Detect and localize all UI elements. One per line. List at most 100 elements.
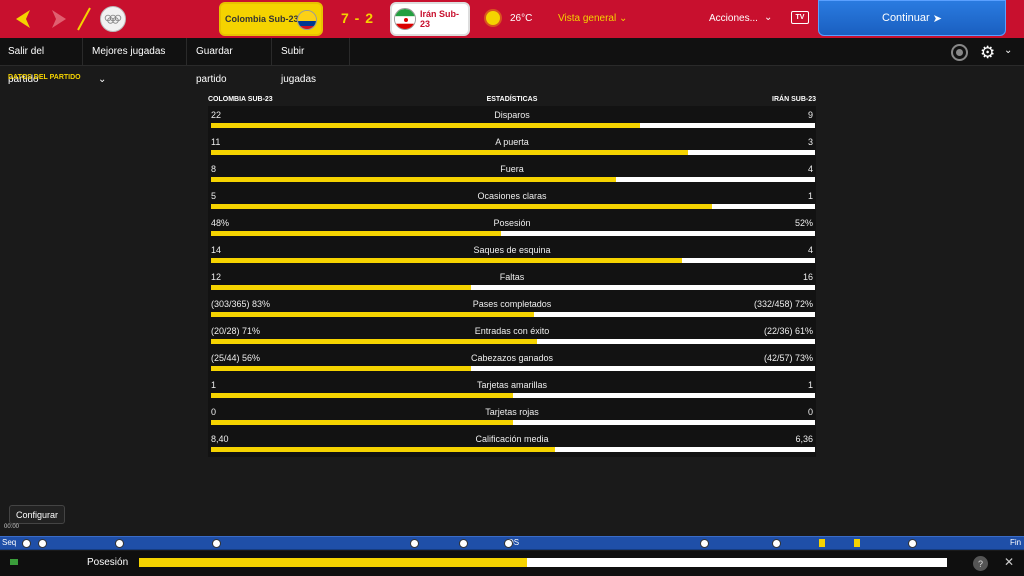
stat-row: 1 Tarjetas amarillas 1 [208, 376, 816, 403]
stat-away-value: 0 [807, 407, 813, 417]
save-match-button[interactable]: Guardar partido [188, 38, 272, 85]
stat-row: 12 Faltas 16 [208, 268, 816, 295]
gear-icon[interactable]: ⚙ [980, 43, 996, 62]
home-team-button[interactable]: Colombia Sub-23 [219, 2, 323, 36]
match-timeline[interactable]: Seq DS Fin [0, 536, 1024, 550]
stat-bar-fill [211, 447, 556, 452]
stat-label: Tarjetas rojas [485, 407, 539, 417]
stat-row: (303/365) 83% Pases completados (332/458) … [208, 295, 816, 322]
timeline-mid-label: DS [508, 538, 520, 547]
goal-ball-icon[interactable] [410, 539, 419, 548]
stat-bar [211, 285, 815, 290]
stat-away-value: 4 [807, 245, 813, 255]
away-team-button[interactable]: Irán Sub-23 [390, 2, 470, 36]
best-plays-menu[interactable]: Mejores jugadas ⌄ [84, 38, 187, 85]
close-icon[interactable]: ✕ [1004, 555, 1015, 569]
configure-button[interactable]: Configurar [9, 505, 65, 524]
possession-bar-fill [139, 558, 527, 567]
stat-away-value: 1 [807, 191, 813, 201]
stat-home-value: 22 [211, 110, 222, 120]
stat-row: 11 A puerta 3 [208, 133, 816, 160]
stat-bar-fill [211, 150, 689, 155]
chevron-down-icon: ⌄ [98, 74, 107, 85]
goal-ball-icon[interactable] [504, 539, 513, 548]
stat-label: Saques de esquina [473, 245, 551, 255]
stat-away-value: 3 [807, 137, 813, 147]
stat-home-value: 5 [211, 191, 217, 201]
stat-bar [211, 231, 815, 236]
goal-ball-icon[interactable] [115, 539, 124, 548]
help-icon[interactable]: ? [973, 556, 988, 571]
yellow-card-icon[interactable] [819, 539, 825, 547]
stat-row: 48% Posesión 52% [208, 214, 816, 241]
stat-home-value: (25/44) 56% [211, 353, 261, 363]
stat-bar-fill [211, 231, 501, 236]
stat-label: Fuera [500, 164, 524, 174]
stat-away-value: (22/36) 61% [763, 326, 813, 336]
stat-label: Ocasiones claras [477, 191, 547, 201]
away-team-header: IRÁN SUB-23 [772, 96, 816, 103]
sun-icon [486, 11, 500, 25]
stat-label: Calificación media [475, 434, 549, 444]
stat-label: Faltas [499, 272, 525, 282]
goal-ball-icon[interactable] [38, 539, 47, 548]
possession-bar [139, 558, 947, 567]
separator-slash-icon [77, 7, 91, 31]
possession-label: Posesión [87, 557, 129, 568]
stat-bar [211, 204, 815, 209]
match-time: 00:00 [4, 524, 20, 530]
camera-icon[interactable] [10, 559, 18, 565]
timeline-end-label: Fin [1010, 538, 1022, 547]
stat-home-value: (20/28) 71% [211, 326, 261, 336]
upload-plays-button[interactable]: Subir jugadas [273, 38, 350, 85]
stat-away-value: 6,36 [795, 434, 813, 444]
stat-away-value: 52% [794, 218, 813, 228]
goal-ball-icon[interactable] [908, 539, 917, 548]
exit-match-button[interactable]: Salir del partido [0, 38, 83, 85]
stat-away-value: 4 [807, 164, 813, 174]
competition-logo-icon[interactable] [100, 6, 126, 32]
match-stats-table: COLOMBIA SUB-23 ESTADÍSTICAS IRÁN SUB-23… [208, 96, 816, 457]
continue-button[interactable]: Continuar ➤ [818, 0, 1006, 36]
actions-menu[interactable]: Acciones... [709, 13, 758, 24]
goal-ball-icon[interactable] [700, 539, 709, 548]
stat-bar [211, 258, 815, 263]
stat-row: 22 Disparos 9 [208, 106, 816, 133]
yellow-card-icon[interactable] [854, 539, 860, 547]
stat-bar-fill [211, 123, 640, 128]
goal-ball-icon[interactable] [212, 539, 221, 548]
stat-row: 8 Fuera 4 [208, 160, 816, 187]
stat-row: 8,40 Calificación media 6,36 [208, 430, 816, 457]
chevron-down-icon[interactable]: ⌄ [764, 12, 773, 23]
stat-row: 14 Saques de esquina 4 [208, 241, 816, 268]
chevron-down-icon[interactable]: ⌄ [1004, 45, 1013, 56]
view-selector[interactable]: Vista general ⌄ [558, 13, 627, 24]
stat-bar [211, 123, 815, 128]
stat-label: A puerta [495, 137, 529, 147]
stats-header: COLOMBIA SUB-23 ESTADÍSTICAS IRÁN SUB-23 [208, 96, 816, 106]
stat-home-value: 14 [211, 245, 222, 255]
goal-ball-icon[interactable] [772, 539, 781, 548]
stat-home-value: (303/365) 83% [211, 299, 271, 309]
forward-arrow-icon[interactable] [48, 8, 70, 30]
match-score: 7 - 2 [341, 10, 375, 26]
section-title: DATOS DEL PARTIDO [8, 74, 81, 81]
stat-bar-fill [211, 285, 471, 290]
stat-label: Pases completados [472, 299, 552, 309]
stat-label: Tarjetas amarillas [476, 380, 548, 390]
stat-away-value: 1 [807, 380, 813, 390]
back-arrow-icon[interactable] [12, 8, 34, 30]
match-header-bar: Colombia Sub-23 7 - 2 Irán Sub-23 26°C V… [0, 0, 1024, 38]
stat-away-value: (42/57) 73% [763, 353, 813, 363]
stat-away-value: 16 [802, 272, 813, 282]
goal-ball-icon[interactable] [22, 539, 31, 548]
timeline-start-label: Seq [2, 538, 17, 547]
goal-ball-icon[interactable] [459, 539, 468, 548]
record-icon[interactable] [951, 44, 968, 61]
colombia-flag-icon [297, 10, 317, 30]
stat-bar [211, 366, 815, 371]
tv-icon[interactable]: TV [791, 11, 809, 24]
chevron-down-icon: ⌄ [618, 13, 628, 24]
stat-bar [211, 177, 815, 182]
stat-row: 0 Tarjetas rojas 0 [208, 403, 816, 430]
